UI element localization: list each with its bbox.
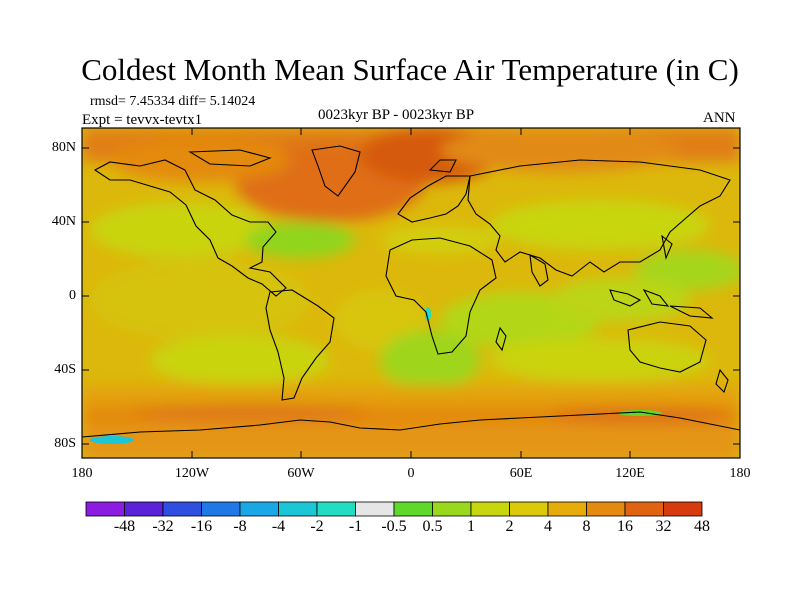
colorbar-tick-label: 32 [655, 518, 672, 535]
lon-label-180w: 180 [71, 466, 93, 481]
colorbar-swatch [547, 501, 587, 517]
colorbar-swatch [278, 501, 318, 517]
colorbar-swatch [586, 501, 626, 517]
lon-label-60e: 60E [509, 466, 533, 481]
lat-label-80s: 80S [54, 436, 76, 451]
colorbar-swatch [124, 501, 164, 517]
colorbar-tick-label: 48 [694, 518, 710, 535]
axis-ticks [82, 128, 740, 458]
colorbar-swatch [432, 501, 472, 517]
colorbar-tick-label: 1 [467, 518, 475, 535]
lon-label-60w: 60W [287, 466, 315, 481]
colorbar-tick-label: 16 [617, 518, 633, 535]
colorbar-tick-label: -1 [348, 518, 363, 535]
colorbar-swatch [355, 501, 395, 517]
colorbar-tick-label: 2 [505, 518, 514, 535]
colorbar-tick-label: -2 [310, 518, 324, 535]
colorbar-swatch [239, 501, 279, 517]
colorbar-tick-label: -16 [190, 518, 213, 535]
colorbar-swatch [470, 501, 510, 517]
colorbar-swatch [162, 501, 202, 517]
rmsd-diff-text: rmsd= 7.45334 diff= 5.14024 [90, 94, 256, 109]
colorbar-tick-label: -0.5 [381, 518, 407, 535]
lon-label-120e: 120E [615, 466, 645, 481]
colorbar-swatch [316, 501, 356, 517]
colorbar-tick-label: -4 [271, 518, 286, 535]
colorbar-tick-label: -48 [113, 518, 136, 535]
colorbar-swatch [85, 501, 125, 517]
lat-label-40n: 40N [51, 214, 76, 229]
lon-label-120w: 120W [174, 466, 210, 481]
colorbar-tick-label: -32 [152, 518, 174, 535]
colorbar-swatch [201, 501, 241, 517]
colorbar-swatch [509, 501, 549, 517]
lon-label-0: 0 [407, 466, 415, 481]
plot-title: Coldest Month Mean Surface Air Temperatu… [81, 52, 739, 87]
colorbar-swatch [624, 501, 664, 517]
lat-label-80n: 80N [51, 140, 76, 155]
colorbar-tick-label: 0.5 [422, 518, 443, 535]
colorbar-swatch [393, 501, 433, 517]
colorbar [85, 501, 703, 517]
lat-label-0: 0 [69, 288, 76, 303]
colorbar-tick-label: 8 [582, 518, 591, 535]
lat-label-40s: 40S [54, 362, 76, 377]
experiment-label: Expt = tevvx-tevtx1 [82, 112, 203, 128]
coastlines [82, 145, 740, 438]
season-label: ANN [703, 110, 736, 126]
colorbar-tick-label: -8 [233, 518, 247, 535]
colorbar-swatch [663, 501, 703, 517]
colorbar-tick-label: 4 [544, 518, 552, 535]
lon-label-180e: 180 [729, 466, 751, 481]
period-label: 0023kyr BP - 0023kyr BP [318, 107, 475, 123]
